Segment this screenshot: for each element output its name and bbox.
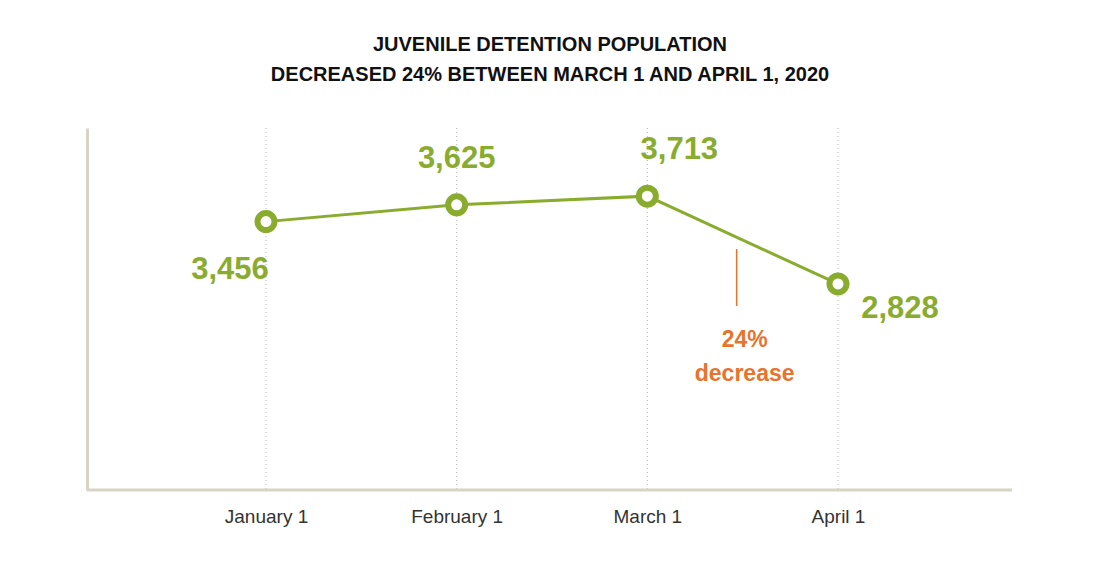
data-label: 3,713 — [641, 131, 719, 166]
grid-line — [266, 128, 267, 490]
x-tick-label: February 1 — [411, 506, 503, 527]
data-point — [639, 188, 656, 205]
x-tick-label: April 1 — [812, 506, 866, 527]
data-label: 3,456 — [191, 251, 269, 286]
y-axis — [87, 129, 88, 491]
data-labels: 3,456 3,625 3,713 2,828 — [191, 131, 939, 325]
x-tick: February 1 — [411, 490, 503, 527]
data-point — [830, 275, 847, 292]
x-axis: January 1 February 1 March 1 April 1 — [87, 490, 1012, 527]
plot-data — [258, 188, 847, 293]
title-line: DECREASED 24% BETWEEN MARCH 1 AND APRIL … — [271, 63, 829, 85]
annotation-line — [736, 249, 738, 306]
data-point — [258, 213, 275, 230]
grid-line — [647, 128, 648, 490]
data-line — [266, 196, 838, 284]
grid — [266, 128, 838, 490]
y-axis-line — [86, 129, 89, 491]
grid-line — [838, 128, 839, 490]
grid-line — [456, 128, 457, 490]
x-tick-label: March 1 — [614, 506, 683, 527]
title: JUVENILE DETENTION POPULATION DECREASED 2… — [271, 33, 829, 85]
annotation-text: 24% — [722, 326, 768, 352]
annotation-text: decrease — [695, 360, 795, 386]
annotation: 24% decrease — [695, 249, 795, 386]
title-line: JUVENILE DETENTION POPULATION — [373, 33, 727, 55]
x-tick: March 1 — [614, 490, 683, 527]
data-label: 2,828 — [861, 290, 939, 325]
x-tick-label: January 1 — [225, 506, 308, 527]
data-point — [448, 196, 465, 213]
data-label: 3,625 — [418, 140, 496, 175]
x-axis-line — [87, 489, 1012, 492]
x-tick: January 1 — [225, 490, 308, 527]
x-tick: April 1 — [812, 490, 866, 527]
